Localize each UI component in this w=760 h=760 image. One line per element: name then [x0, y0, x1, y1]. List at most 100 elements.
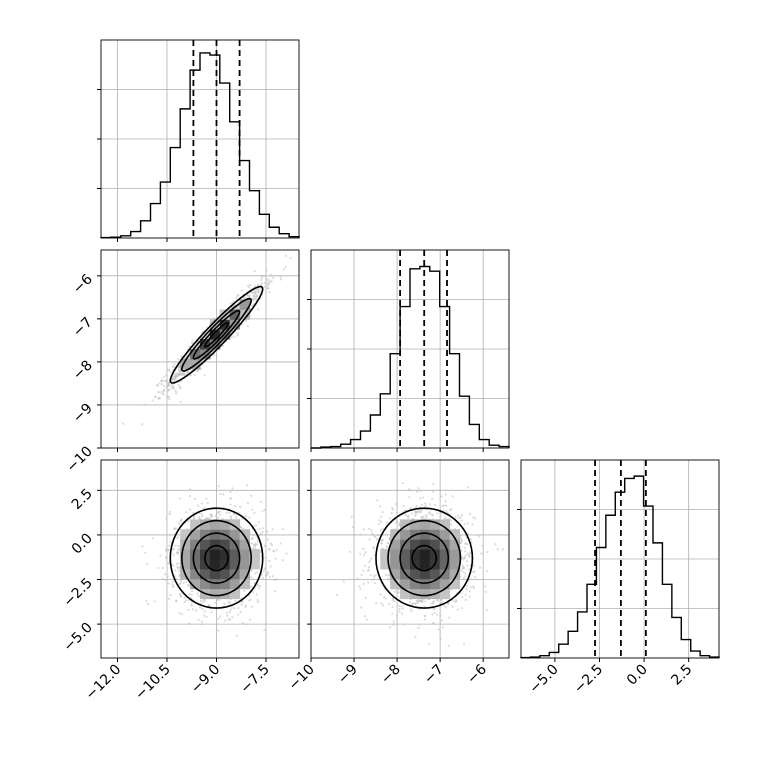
scatter-point: [221, 344, 224, 348]
density-bin: [200, 539, 211, 550]
scatter-point: [228, 601, 232, 604]
scatter-point: [255, 294, 259, 297]
scatter-point: [358, 585, 361, 588]
scatter-point: [179, 582, 182, 585]
scatter-point: [443, 604, 446, 607]
scatter-point: [235, 634, 238, 637]
scatter-point: [203, 374, 206, 377]
scatter-point: [454, 599, 458, 602]
scatter-point: [201, 515, 204, 518]
x-tick-label: −9.0: [188, 662, 223, 697]
scatter-point: [462, 576, 465, 580]
scatter-point: [397, 591, 400, 594]
scatter-point: [158, 382, 161, 385]
scatter-point: [395, 511, 398, 514]
density-bin: [209, 568, 221, 580]
scatter-point: [466, 522, 469, 525]
scatter-point: [187, 583, 190, 587]
scatter-point: [180, 613, 184, 616]
scatter-point: [249, 569, 252, 573]
scatter-point: [256, 600, 260, 604]
density-bin: [410, 539, 421, 550]
scatter-point: [365, 618, 368, 621]
panel-frame: [100, 459, 300, 659]
scatter-point: [187, 622, 191, 625]
scatter-point: [439, 637, 442, 640]
scatter-point: [261, 530, 264, 534]
scatter-point: [197, 594, 200, 598]
density-bin: [239, 299, 250, 310]
scatter-point: [392, 620, 395, 623]
scatter-point: [235, 307, 238, 310]
scatter-point: [256, 540, 259, 543]
scatter-point: [379, 505, 382, 508]
density-bin: [400, 549, 411, 560]
x-tick-label: −2.5: [571, 662, 606, 697]
scatter-point: [259, 532, 263, 535]
density-bin: [219, 519, 231, 530]
scatter-point: [384, 573, 388, 576]
scatter-point: [198, 515, 201, 519]
scatter-point: [169, 370, 172, 374]
scatter-point: [192, 511, 195, 514]
scatter-point: [440, 619, 443, 622]
scatter-point: [423, 605, 426, 608]
scatter-point: [200, 620, 204, 623]
density-bin: [239, 529, 250, 540]
scatter-point: [414, 510, 418, 514]
scatter-point: [460, 540, 463, 543]
scatter-point: [265, 574, 269, 577]
scatter-point: [425, 515, 428, 519]
scatter-point: [196, 504, 200, 507]
y-tick-label: 0.0: [69, 530, 96, 557]
scatter-point: [165, 548, 168, 551]
scatter-point: [179, 579, 183, 582]
density-bin: [449, 529, 460, 540]
scatter-point: [188, 494, 192, 498]
scatter-point: [372, 577, 376, 580]
scatter-point: [176, 536, 179, 539]
y-tick-label: −5.0: [60, 620, 95, 655]
scatter-point: [230, 516, 233, 519]
scatter-point: [409, 507, 413, 510]
scatter-point: [172, 564, 175, 567]
density-bin: [380, 549, 391, 560]
density-bin: [439, 568, 451, 580]
density-bin: [439, 578, 451, 590]
scatter-point: [163, 380, 167, 383]
scatter-point: [229, 618, 232, 621]
scatter-point: [246, 325, 250, 328]
scatter-point: [168, 512, 171, 516]
scatter-point: [168, 398, 171, 401]
scatter-point: [195, 609, 198, 612]
scatter-point: [185, 580, 188, 583]
scatter-point: [218, 615, 222, 618]
scatter-point: [464, 554, 467, 557]
scatter-point: [263, 281, 266, 285]
scatter-point: [200, 502, 203, 505]
scatter-point: [394, 590, 397, 593]
scatter-point: [429, 602, 432, 605]
contour-line: [375, 507, 474, 609]
scatter-point: [284, 266, 287, 269]
scatter-point: [410, 512, 414, 515]
scatter-point: [379, 520, 383, 523]
scatter-point: [178, 611, 181, 615]
density-bin: [219, 578, 231, 590]
scatter-point: [390, 512, 393, 515]
scatter-point: [165, 386, 169, 389]
scatter-point: [268, 290, 271, 294]
scatter-point: [228, 511, 231, 514]
scatter-point: [165, 379, 169, 382]
scatter-point: [373, 554, 376, 557]
scatter-point: [433, 504, 436, 507]
scatter-point: [244, 319, 248, 322]
scatter-point: [279, 278, 283, 281]
scatter-point: [253, 544, 256, 548]
scatter-point: [240, 289, 243, 292]
scatter-point: [379, 515, 383, 518]
scatter-point: [371, 532, 374, 535]
density-bin: [400, 559, 411, 570]
scatter-point: [364, 596, 367, 599]
